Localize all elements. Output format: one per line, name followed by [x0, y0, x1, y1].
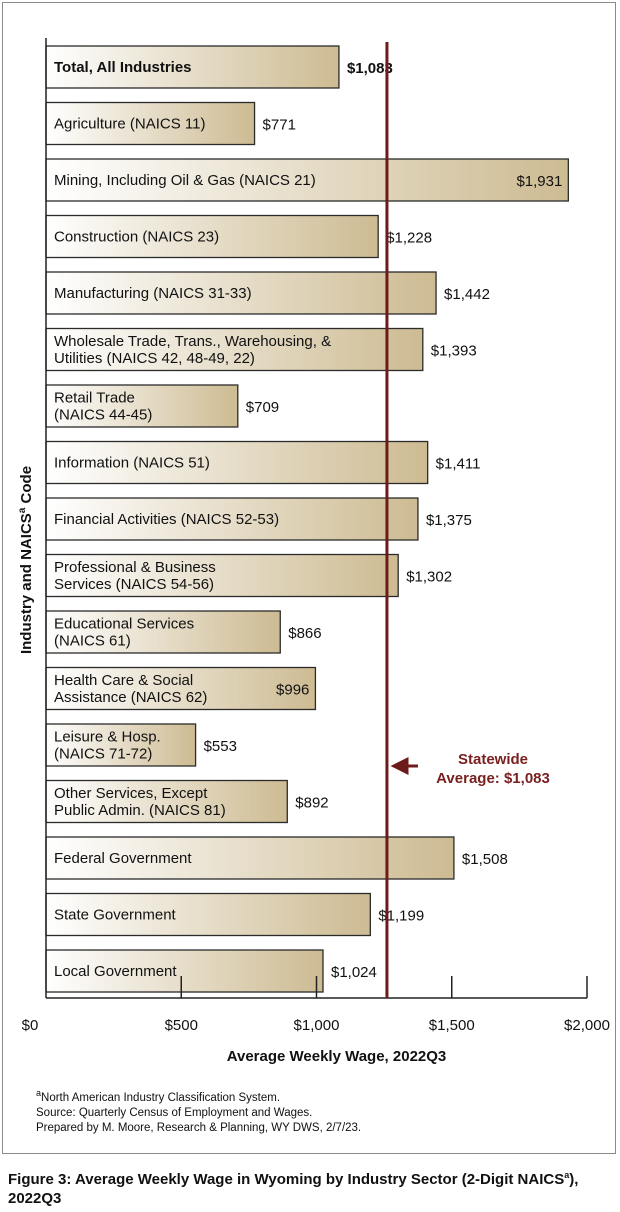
x-tick-label: $2,000	[564, 1017, 610, 1034]
category-label: Other Services, Except	[54, 785, 208, 802]
y-axis-title-text: Industry and NAICS	[18, 513, 35, 654]
figure-frame	[2, 2, 616, 1154]
caption-text-end: ), 2022Q3	[8, 1171, 579, 1207]
category-label: Mining, Including Oil & Gas (NAICS 21)	[54, 172, 316, 189]
category-label: (NAICS 61)	[54, 633, 131, 650]
category-label: Wholesale Trade, Trans., Warehousing, &	[54, 333, 331, 350]
category-label: (NAICS 71-72)	[54, 746, 152, 763]
value-label: $1,442	[444, 286, 490, 303]
value-label: $866	[288, 625, 321, 642]
value-label: $1,199	[378, 908, 424, 925]
category-label: (NAICS 44-45)	[54, 407, 152, 424]
category-label: Financial Activities (NAICS 52-53)	[54, 511, 279, 528]
category-label: Health Care & Social	[54, 672, 193, 689]
bar	[45, 271, 437, 315]
footnote-definition-text: North American Industry Classification S…	[41, 1091, 281, 1104]
caption-text: Figure 3: Average Weekly Wage in Wyoming…	[8, 1171, 565, 1188]
value-label: $1,931	[516, 173, 562, 190]
bar	[45, 158, 569, 202]
value-label: $709	[246, 399, 279, 416]
value-label: $1,508	[462, 851, 508, 868]
value-label: $553	[204, 738, 237, 755]
reference-annotation: Average: $1,083	[436, 770, 550, 787]
y-axis-title: Industry and NAICSa Code	[17, 466, 35, 654]
value-label: $892	[295, 795, 328, 812]
value-label: $771	[263, 117, 296, 134]
category-label: Construction (NAICS 23)	[54, 229, 219, 246]
x-tick-label: $1,000	[294, 1017, 340, 1034]
bar	[45, 610, 281, 654]
category-label: Information (NAICS 51)	[54, 455, 210, 472]
reference-annotation: Statewide	[458, 751, 528, 768]
value-label: $1,228	[386, 230, 432, 247]
value-label: $1,302	[406, 569, 452, 586]
y-axis-title-suffix: Code	[18, 466, 35, 508]
bar	[45, 101, 256, 146]
footnote-source: Source: Quarterly Census of Employment a…	[36, 1106, 313, 1119]
value-label: $1,024	[331, 964, 377, 981]
bar-chart: Total, All Industries $1,083 Agriculture (…	[17, 38, 610, 1065]
value-label: $996	[276, 682, 309, 699]
category-label: Services (NAICS 54-56)	[54, 576, 214, 593]
category-label: Retail Trade	[54, 390, 135, 407]
category-label: Leisure & Hosp.	[54, 729, 161, 746]
y-axis-title-sup: a	[17, 507, 28, 513]
bar	[45, 384, 239, 428]
x-tick-label: $0	[22, 1017, 39, 1034]
bar	[45, 214, 379, 259]
footnote-prepared: Prepared by M. Moore, Research & Plannin…	[36, 1121, 362, 1134]
bar	[45, 892, 371, 937]
value-label: $1,375	[426, 512, 472, 529]
figure-caption: Figure 3: Average Weekly Wage in Wyoming…	[8, 1166, 608, 1208]
category-label: Manufacturing (NAICS 31-33)	[54, 285, 252, 302]
category-label: Public Admin. (NAICS 81)	[54, 802, 226, 819]
category-label: Total, All Industries	[54, 59, 192, 76]
caption-sup: a	[564, 1170, 570, 1180]
bar	[45, 45, 340, 89]
category-label: Professional & Business	[54, 559, 216, 576]
value-label: $1,083	[347, 60, 393, 77]
category-label: Local Government	[54, 963, 177, 980]
bar	[45, 666, 317, 711]
x-tick-label: $500	[165, 1017, 198, 1034]
value-label: $1,393	[431, 343, 477, 360]
bar	[45, 779, 288, 824]
bar	[45, 327, 424, 372]
footnotes: aNorth American Industry Classification …	[36, 1086, 361, 1136]
category-label: Agriculture (NAICS 11)	[54, 116, 205, 133]
value-label: $1,411	[436, 456, 481, 473]
category-label: Federal Government	[54, 850, 192, 867]
category-label: Assistance (NAICS 62)	[54, 689, 207, 706]
x-axis-title: Average Weekly Wage, 2022Q3	[227, 1048, 447, 1065]
bar	[45, 949, 324, 993]
category-label: Educational Services	[54, 616, 194, 633]
x-tick-label: $1,500	[429, 1017, 475, 1034]
category-label: State Government	[54, 907, 177, 924]
footnote-definition: aNorth American Industry Classification …	[36, 1086, 361, 1106]
footnote-sup: a	[36, 1088, 42, 1098]
category-label: Utilities (NAICS 42, 48-49, 22)	[54, 350, 255, 367]
